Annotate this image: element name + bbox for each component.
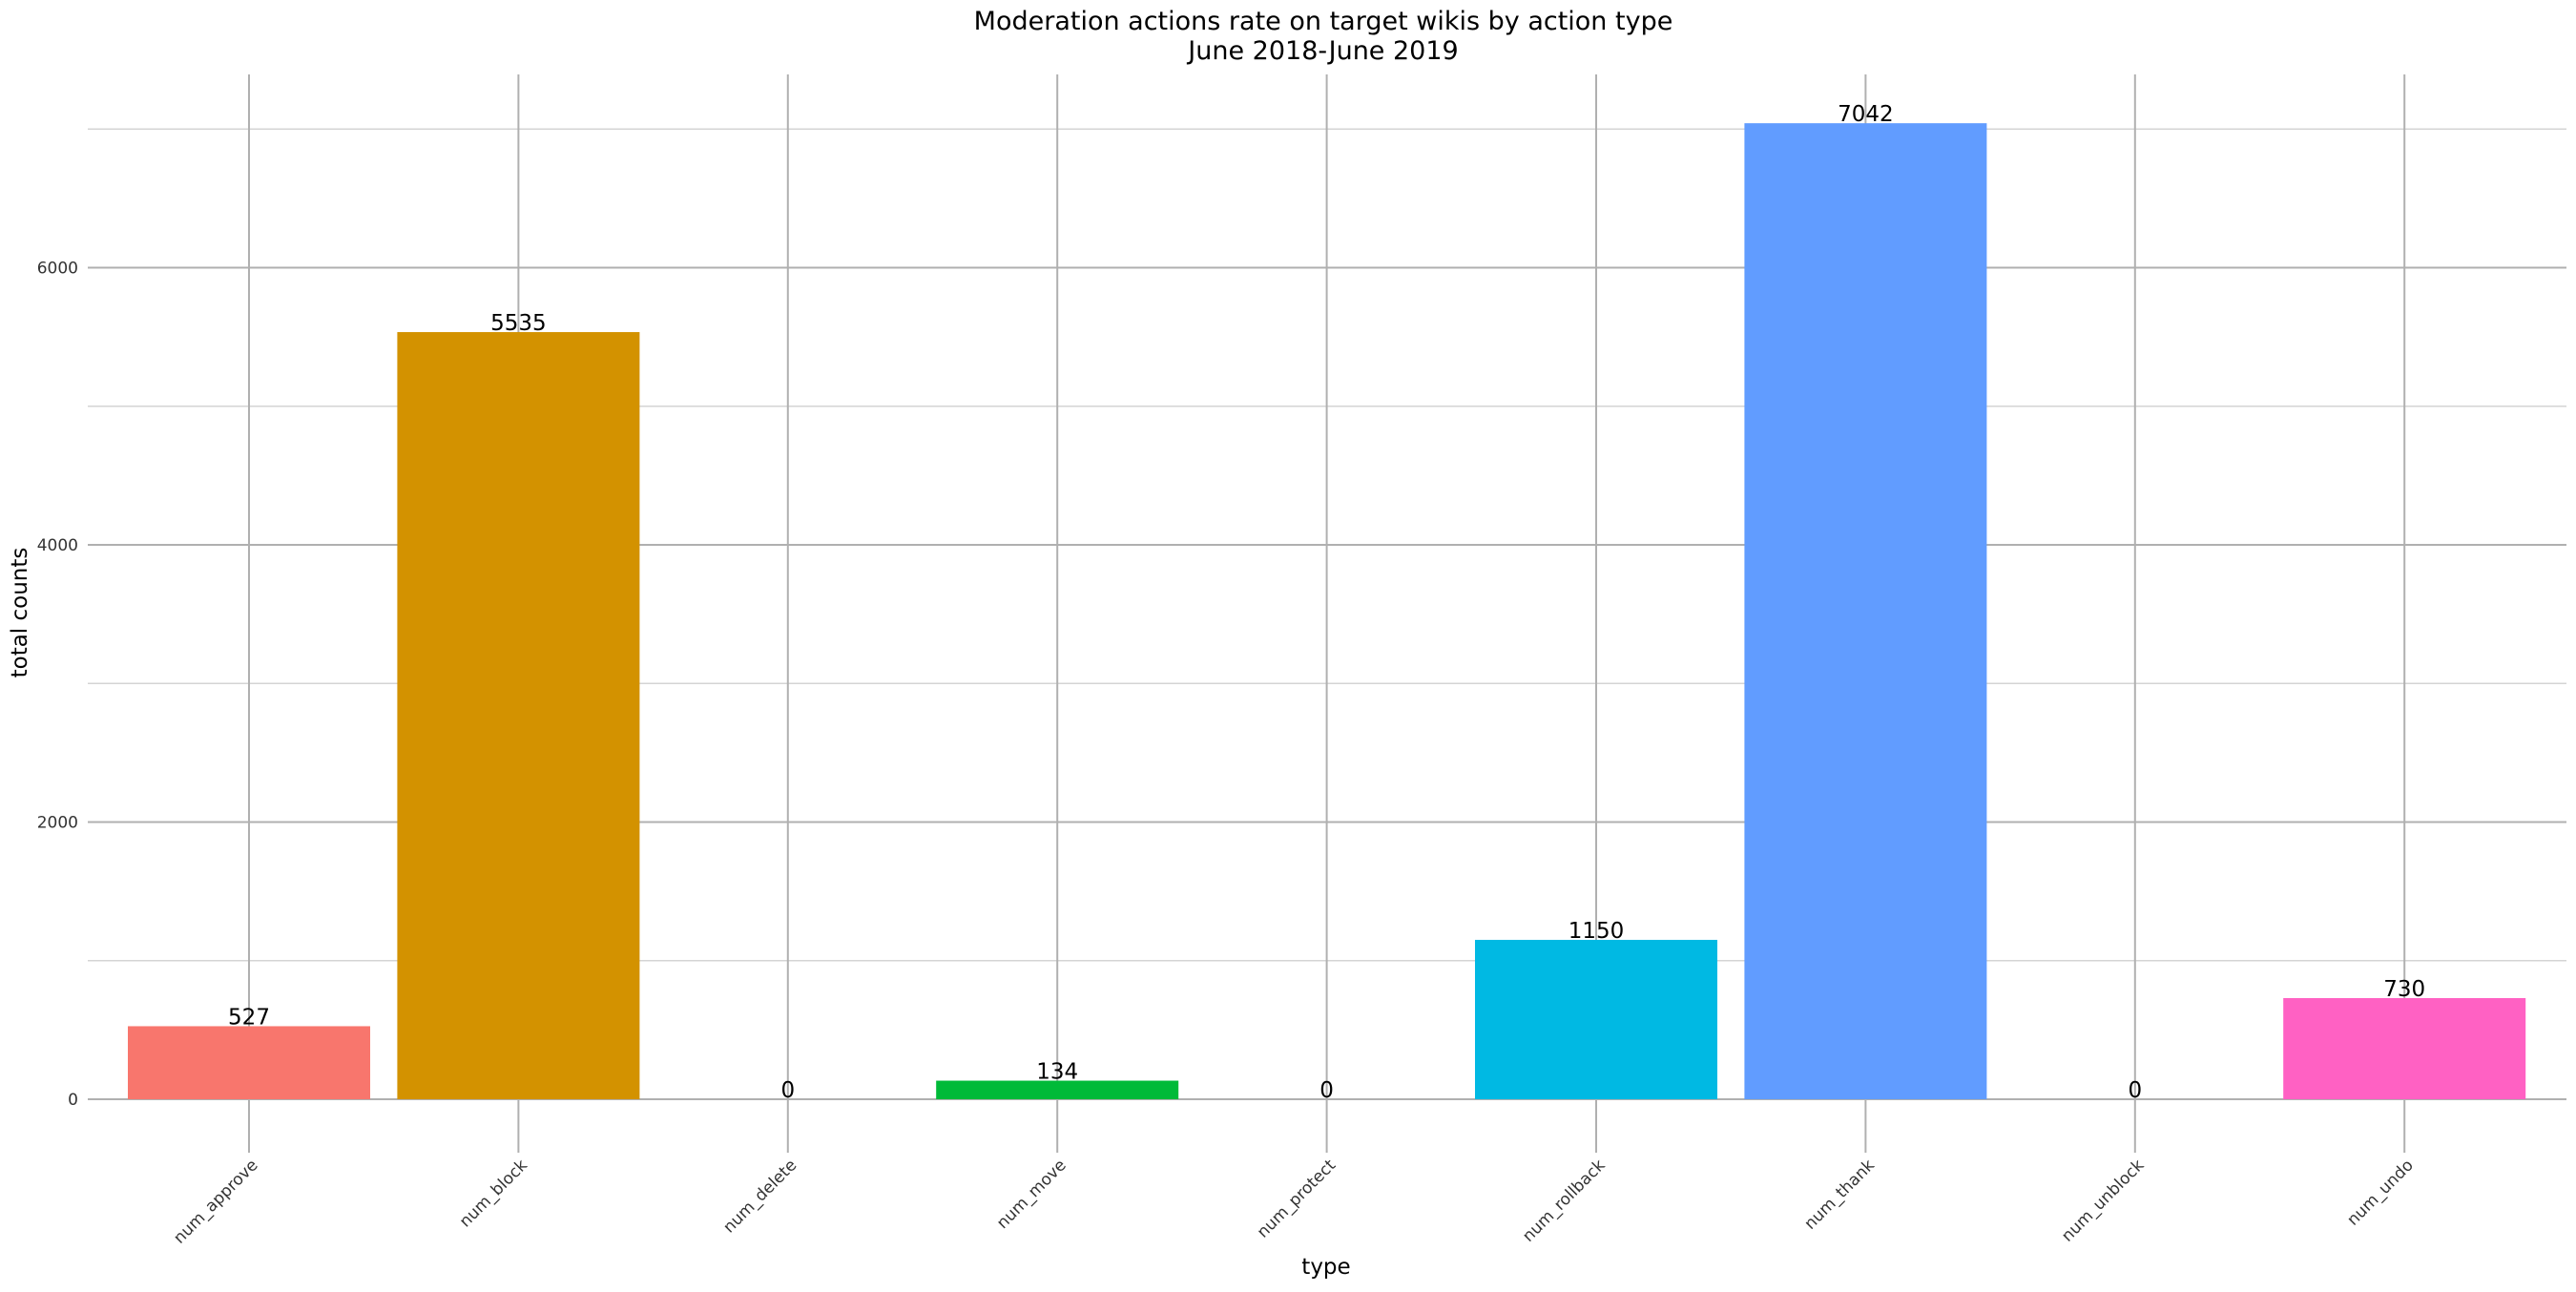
x-tick-label: num_protect [1254,1156,1340,1241]
data-labels: 527 5535 0 134 0 1150 7042 0 730 [228,102,2425,1103]
data-label: 7042 [1838,102,1894,127]
data-label: 0 [1319,1078,1334,1103]
data-label: 730 [2383,977,2425,1002]
data-label: 0 [780,1078,795,1103]
bar-num_move [936,1080,1179,1099]
bar-num_rollback [1475,939,1717,1099]
data-label: 527 [228,1005,270,1030]
x-tick-label: num_rollback [1519,1156,1609,1245]
data-label: 134 [1036,1060,1078,1085]
y-tick-label: 4000 [37,536,78,555]
y-axis-title: total counts [8,548,32,678]
data-label: 1150 [1568,919,1625,944]
x-axis-title: type [1301,1255,1350,1280]
data-label: 0 [2128,1078,2142,1103]
x-tick-label: num_delete [719,1156,800,1237]
y-tick-label: 6000 [37,260,78,279]
chart-title: Moderation actions rate on target wikis … [974,7,1673,36]
x-tick-label: num_unblock [2058,1156,2148,1245]
data-label: 5535 [490,311,547,336]
x-tick-label: num_move [993,1156,1070,1233]
x-tick-label: num_thank [1801,1156,1879,1233]
bar-num_undo [2283,997,2526,1099]
chart-subtitle: June 2018-June 2019 [1186,36,1458,66]
x-tick-label: num_approve [170,1156,261,1247]
x-tick-label: num_undo [2343,1156,2417,1229]
y-tick-label: 0 [68,1091,78,1110]
bar-num_thank [1744,123,1987,1099]
y-tick-label: 2000 [37,814,78,833]
bars [128,123,2526,1099]
bar-num_block [397,332,640,1099]
bar-num_approve [128,1026,370,1099]
x-tick-label: num_block [456,1156,531,1231]
